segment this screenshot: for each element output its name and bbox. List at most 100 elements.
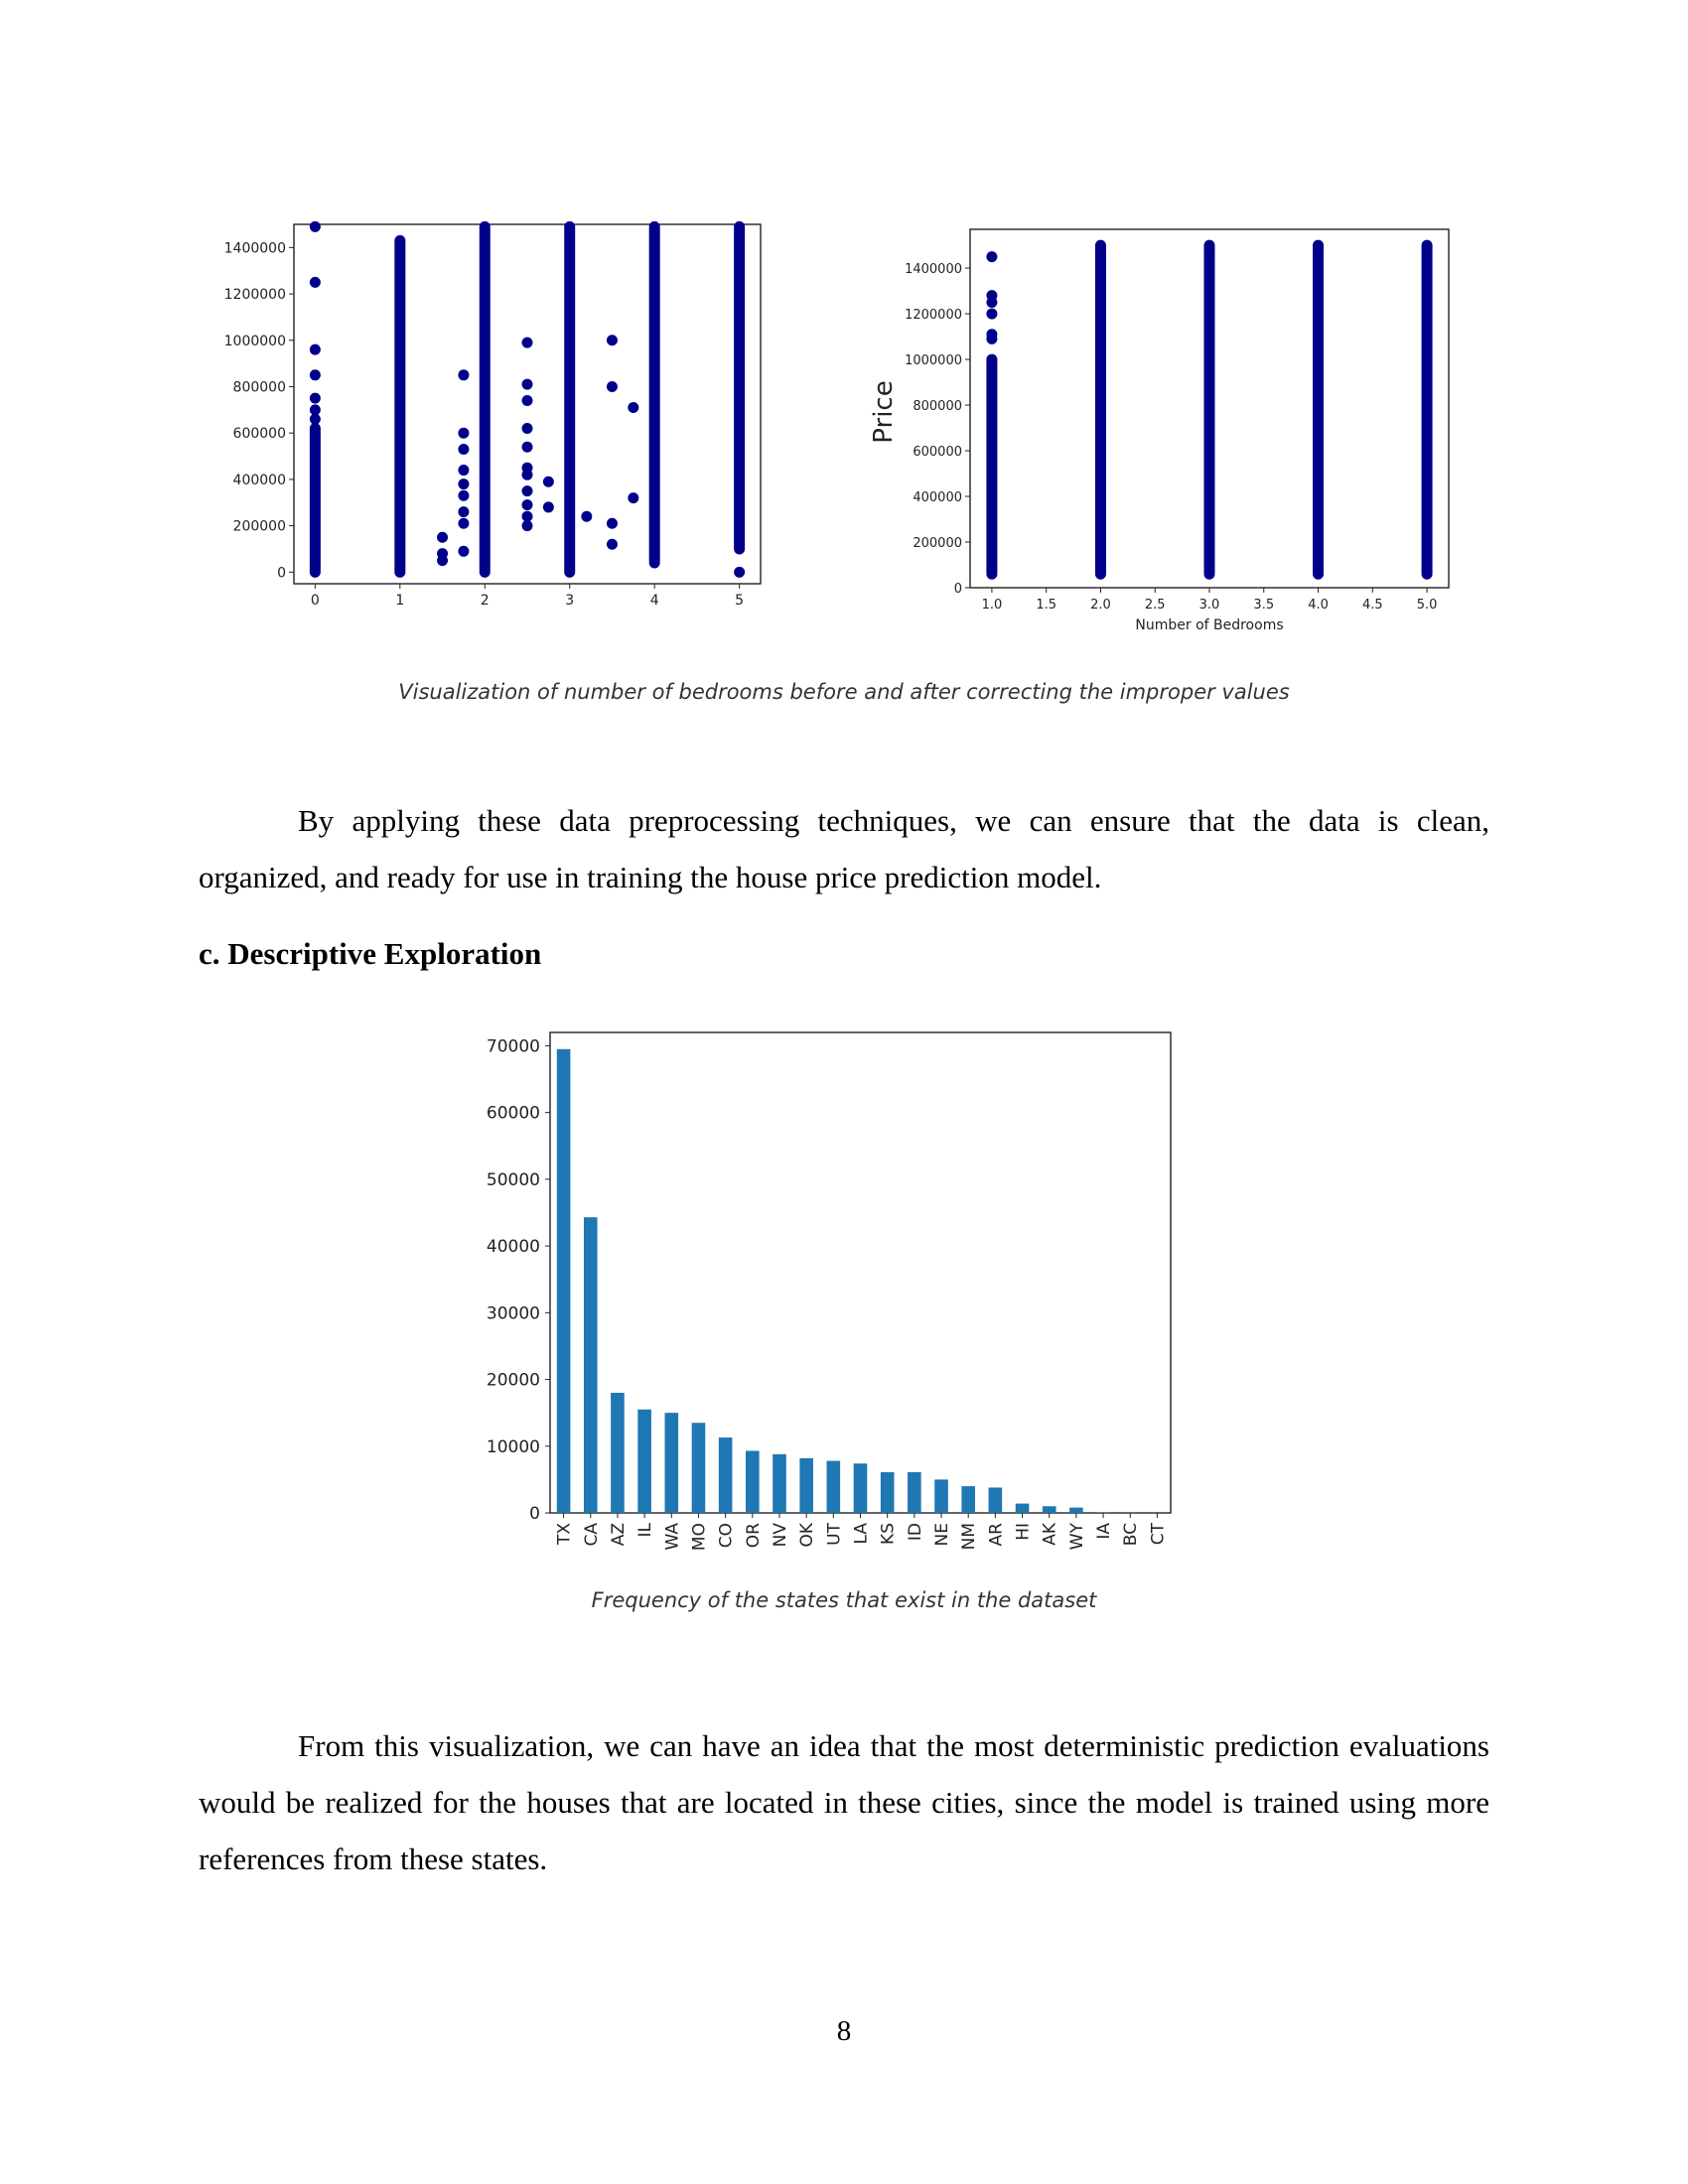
x-tick-label: MO (689, 1523, 709, 1551)
plot-frame (293, 223, 762, 585)
scatter-point (458, 517, 470, 529)
x-tick-label: 5 (735, 593, 744, 609)
scatter-point (309, 276, 321, 288)
x-tick-label: AZ (609, 1523, 629, 1546)
scatter-point (606, 538, 618, 550)
x-tick-label: TX (555, 1523, 575, 1546)
y-tick-label: 50000 (487, 1170, 540, 1190)
y-tick-label: 1000000 (224, 334, 286, 349)
x-tick-label: IA (1094, 1523, 1114, 1540)
x-tick-label: HI (1014, 1523, 1034, 1541)
x-tick-label: 3.5 (1253, 598, 1274, 613)
scatter-point (521, 510, 533, 522)
scatter-point (458, 478, 470, 490)
y-tick-label: 1400000 (224, 240, 286, 256)
y-tick-label: 400000 (913, 490, 962, 505)
scatter-point (986, 297, 998, 309)
scatter-point (521, 337, 533, 348)
scatter-point (437, 531, 449, 543)
bar-id (908, 1471, 921, 1513)
x-tick-label: WY (1067, 1522, 1087, 1550)
bar-co (718, 1437, 733, 1513)
x-tick-label: AR (986, 1523, 1006, 1547)
bar-or (746, 1450, 760, 1513)
x-tick-label: NM (959, 1523, 979, 1550)
scatter-point (309, 343, 321, 355)
bar-nm (961, 1486, 975, 1513)
figure-1-caption: Visualization of number of bedrooms befo… (398, 680, 1290, 704)
scatter-point (628, 402, 639, 414)
scatter-point (309, 404, 321, 416)
y-tick-label: 800000 (233, 379, 286, 395)
x-tick-label: OR (744, 1523, 764, 1548)
scatter-point (458, 465, 470, 477)
scatter-point (521, 499, 533, 511)
x-tick-label: CA (582, 1523, 602, 1547)
x-tick-label: LA (852, 1523, 872, 1545)
bar-ks (880, 1471, 895, 1513)
bar-tx (556, 1048, 571, 1513)
y-tick-label: 1200000 (905, 308, 962, 323)
y-tick-label: 1200000 (224, 287, 286, 303)
states-frequency-bar-chart: TX CA AZ IL WA MO CO OR NV OK UT LA KS ID NE NM AR HI AK WY… (487, 1031, 1172, 1551)
scatter-point (458, 489, 470, 501)
y-tick-label: 0 (954, 582, 962, 597)
x-tick-label: UT (824, 1522, 844, 1545)
scatter-point (458, 369, 470, 381)
scatter-point (458, 545, 470, 557)
y-tick-label: 1000000 (905, 353, 962, 368)
scatter-point (542, 476, 554, 487)
x-tick-label: KS (879, 1523, 899, 1545)
scatter-point (458, 427, 470, 439)
scatter-point (521, 378, 533, 390)
scatter-point (309, 220, 321, 232)
y-tick-label: 200000 (913, 536, 962, 551)
x-tick-label: 1 (395, 593, 404, 609)
bar-ak (1042, 1506, 1056, 1513)
scatter-point (521, 520, 533, 532)
x-tick-label: OK (797, 1522, 817, 1547)
x-tick-label: 1.0 (982, 598, 1003, 613)
bar-il (637, 1409, 651, 1513)
paragraph-2: From this visualization, we can have an … (199, 1728, 1489, 1876)
x-tick-label: 4 (650, 593, 659, 609)
scatter-point (458, 444, 470, 456)
y-tick-label: 0 (529, 1504, 540, 1524)
x-tick-label: 0 (311, 593, 320, 609)
states-frequency-figure: TX CA AZ IL WA MO CO OR NV OK UT LA KS ID NE NM AR HI AK WY… (487, 1031, 1172, 1551)
bar-wa (664, 1413, 679, 1513)
x-tick-label: WA (662, 1523, 682, 1551)
y-tick-label: 600000 (233, 426, 286, 442)
x-tick-label: AK (1041, 1522, 1060, 1546)
y-axis-label: Price (869, 380, 899, 443)
x-tick-label: 2.0 (1090, 598, 1111, 613)
bedrooms-before-scatter-plot: 0 1 2 3 4 5 0 200000 400000 600000 800000 1000000 12… (224, 220, 762, 609)
scatter-point (606, 380, 618, 392)
y-tick-label: 600000 (913, 445, 962, 460)
x-tick-label: 1.5 (1036, 598, 1056, 613)
x-tick-label: CO (717, 1523, 737, 1548)
scatter-point (542, 501, 554, 513)
scatter-point (437, 555, 449, 567)
y-tick-label: 40000 (487, 1237, 540, 1257)
bar-az (611, 1393, 625, 1513)
bar-wy (1069, 1507, 1083, 1513)
y-tick-label: 60000 (487, 1104, 540, 1124)
scatter-point (606, 517, 618, 529)
bar-la (853, 1463, 868, 1513)
bar-ok (799, 1457, 813, 1513)
y-tick-label: 400000 (233, 473, 286, 488)
y-tick-label: 0 (277, 565, 286, 581)
x-tick-label: IL (635, 1522, 655, 1537)
y-tick-label: 1400000 (905, 262, 962, 277)
x-tick-label: 3.0 (1199, 598, 1220, 613)
x-tick-label: 4.5 (1362, 598, 1383, 613)
scatter-point (521, 441, 533, 453)
x-tick-label: NE (932, 1523, 952, 1546)
bedrooms-after-scatter-plot: 1.0 1.5 2.0 2.5 3.0 3.5 4.0 4.5 5.0 0 200000 400000… (869, 228, 1450, 633)
x-axis-label: Number of Bedrooms (1135, 617, 1283, 633)
x-tick-label: ID (906, 1523, 925, 1541)
scatter-point (648, 557, 660, 569)
bedrooms-figure: 0 1 2 3 4 5 0 200000 400000 600000 800000 1000000 12… (224, 220, 1450, 633)
bar-nv (773, 1453, 786, 1513)
